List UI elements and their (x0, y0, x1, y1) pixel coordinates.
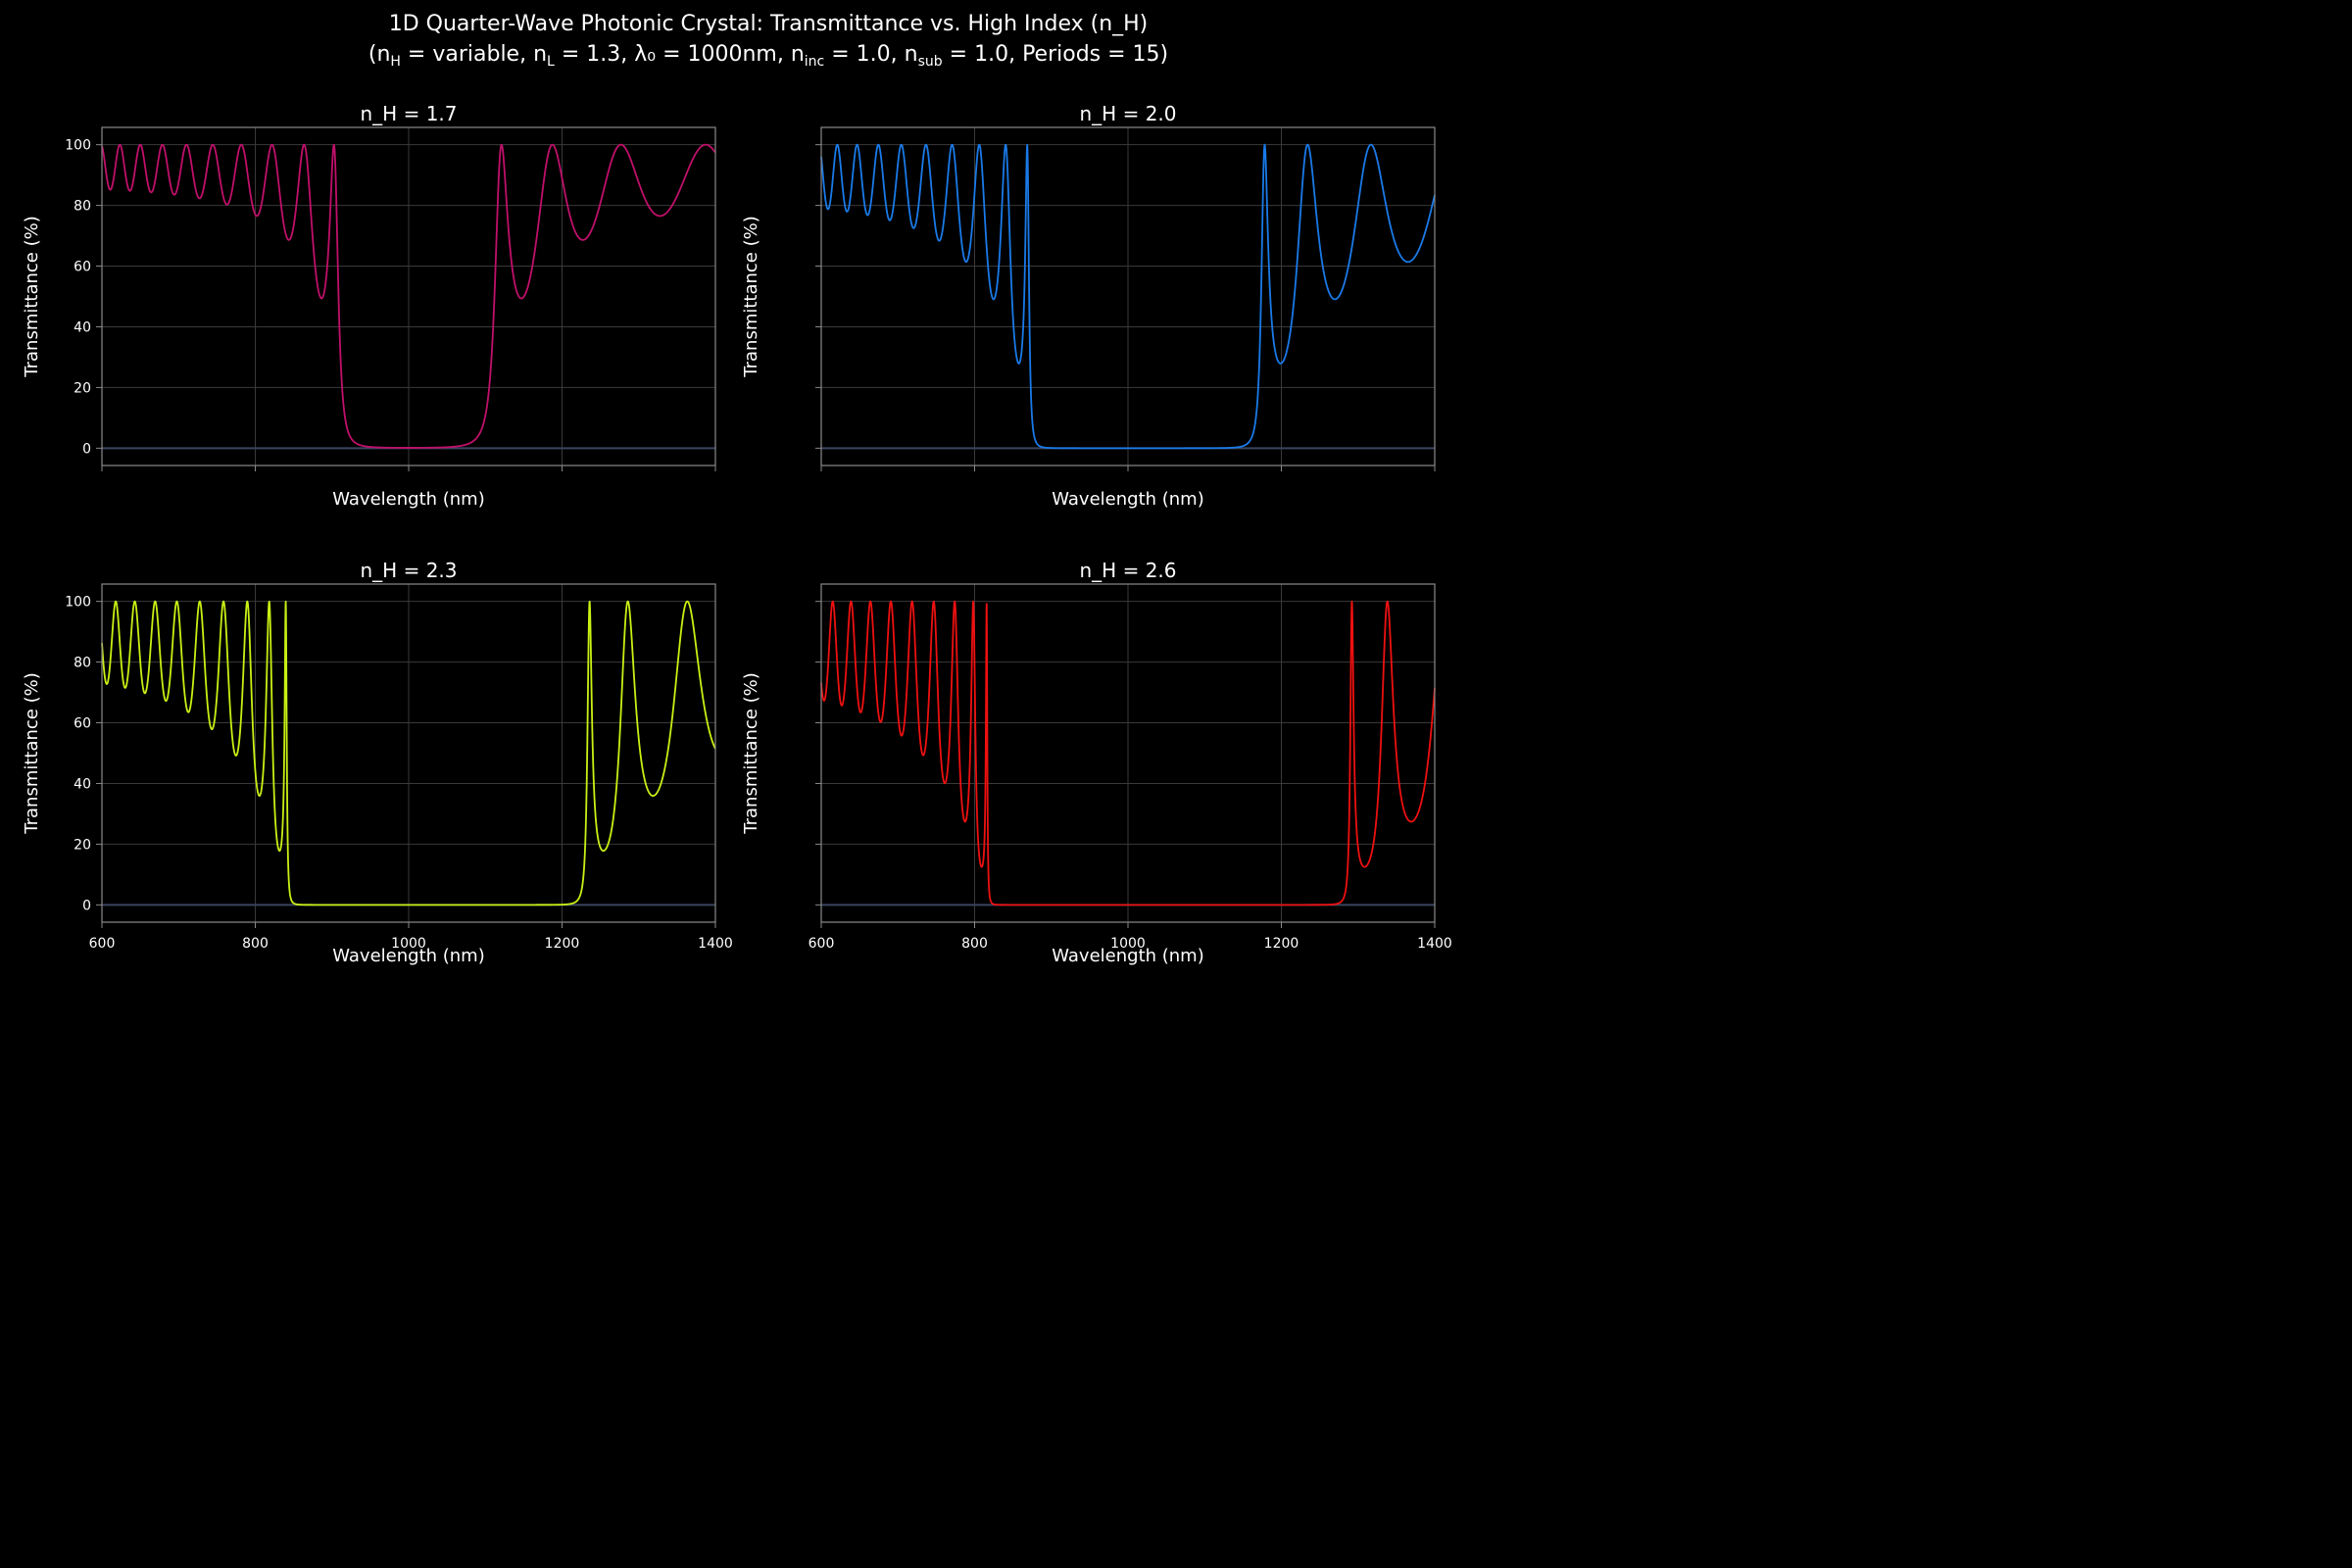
x-tick-label: 1400 (1417, 936, 1452, 952)
transmittance-series-line (101, 600, 716, 906)
figure: 1D Quarter-Wave Photonic Crystal: Transm… (22, 12, 1452, 966)
x-axis-label: Wavelength (nm) (1052, 489, 1204, 510)
y-tick-label: 0 (82, 441, 91, 457)
y-tick-label: 100 (65, 138, 91, 154)
x-tick-label: 600 (808, 936, 835, 952)
subplot-grid: 0 20 40 60 80 100 n_H = 1.7 Wavelength (nm) Tran… (22, 102, 1452, 966)
y-axis-label: Transmittance (%) (22, 672, 42, 835)
x-tick-label: 1000 (1110, 936, 1146, 952)
x-tick-label: 800 (242, 936, 269, 952)
figure-title: 1D Quarter-Wave Photonic Crystal: Transm… (389, 12, 1149, 36)
y-tick-label: 60 (74, 716, 91, 732)
y-tick-label: 60 (74, 260, 91, 275)
transmittance-series-line (820, 600, 1436, 906)
x-tick-label: 1000 (391, 936, 426, 952)
x-tick-label: 1200 (545, 936, 580, 952)
y-tick-label: 80 (74, 199, 91, 215)
x-tick-label: 800 (961, 936, 988, 952)
subplot-2: n_H = 2.0 Wavelength (nm) Transmittance (%… (741, 102, 1436, 510)
transmittance-series-line (820, 143, 1436, 450)
figure-subtitle: (nH = variable, nL = 1.3, λ₀ = 1000nm, n… (368, 42, 1168, 70)
subplot-title: n_H = 1.7 (361, 102, 458, 125)
x-axis-label: Wavelength (nm) (332, 946, 485, 966)
y-tick-label: 20 (74, 380, 91, 396)
y-tick-label: 80 (74, 656, 91, 671)
subplot-title: n_H = 2.6 (1080, 559, 1177, 582)
y-axis-label: Transmittance (%) (22, 216, 42, 378)
y-tick-label: 40 (74, 319, 91, 335)
y-tick-label: 40 (74, 776, 91, 792)
x-axis-label: Wavelength (nm) (1052, 946, 1204, 966)
y-axis-label: Transmittance (%) (741, 672, 761, 835)
x-tick-label: 600 (89, 936, 116, 952)
x-axis-label: Wavelength (nm) (332, 489, 485, 510)
subplot-4: 600 800 1000 1200 1400 n_H = 2.6 Wavelength (n… (741, 559, 1452, 966)
subplot-title: n_H = 2.0 (1080, 102, 1177, 125)
subplot-3: 600 800 1000 1200 1400 0 20 40 60 80 100 n_H = 2.3 W… (22, 559, 733, 966)
y-tick-label: 100 (65, 595, 91, 611)
y-axis-label: Transmittance (%) (741, 216, 761, 378)
x-tick-label: 1400 (698, 936, 733, 952)
subplot-1: 0 20 40 60 80 100 n_H = 1.7 Wavelength (nm) Tran… (22, 102, 716, 510)
y-tick-label: 0 (82, 898, 91, 913)
x-tick-label: 1200 (1264, 936, 1299, 952)
subplot-title: n_H = 2.3 (361, 559, 458, 582)
transmittance-series-line (101, 143, 716, 449)
y-tick-label: 20 (74, 837, 91, 853)
